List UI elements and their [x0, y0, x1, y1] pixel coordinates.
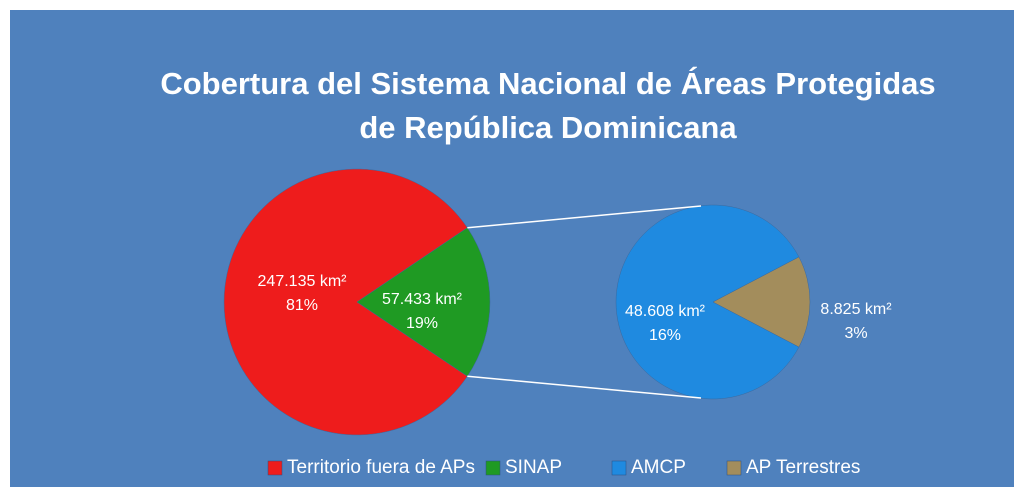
data-label: 3% — [844, 325, 867, 342]
data-label: 48.608 km² — [625, 303, 706, 320]
data-label: 16% — [649, 327, 681, 344]
legend-label: AP Terrestres — [746, 457, 860, 478]
chart-title: Cobertura del Sistema Nacional de Áreas … — [160, 66, 935, 101]
legend-swatch — [726, 460, 742, 476]
legend-label: Territorio fuera de APs — [287, 457, 475, 478]
legend-swatch — [267, 460, 283, 476]
pie-slice — [712, 256, 811, 348]
data-label: 8.825 km² — [820, 301, 892, 318]
pie-slice — [356, 227, 491, 377]
data-label: 19% — [406, 315, 438, 332]
connector-line — [467, 205, 702, 229]
chart-title: de República Dominicana — [359, 110, 737, 145]
data-label: 247.135 km² — [258, 273, 348, 290]
legend-label: AMCP — [631, 457, 686, 478]
chart-background — [10, 10, 1014, 487]
data-label: 81% — [286, 297, 318, 314]
legend-swatch — [485, 460, 501, 476]
connector-line — [467, 375, 702, 399]
pie-slice — [223, 168, 468, 436]
legend-label: SINAP — [505, 457, 562, 478]
pie-slice — [615, 204, 800, 400]
data-label: 57.433 km² — [382, 291, 463, 308]
legend-swatch — [611, 460, 627, 476]
